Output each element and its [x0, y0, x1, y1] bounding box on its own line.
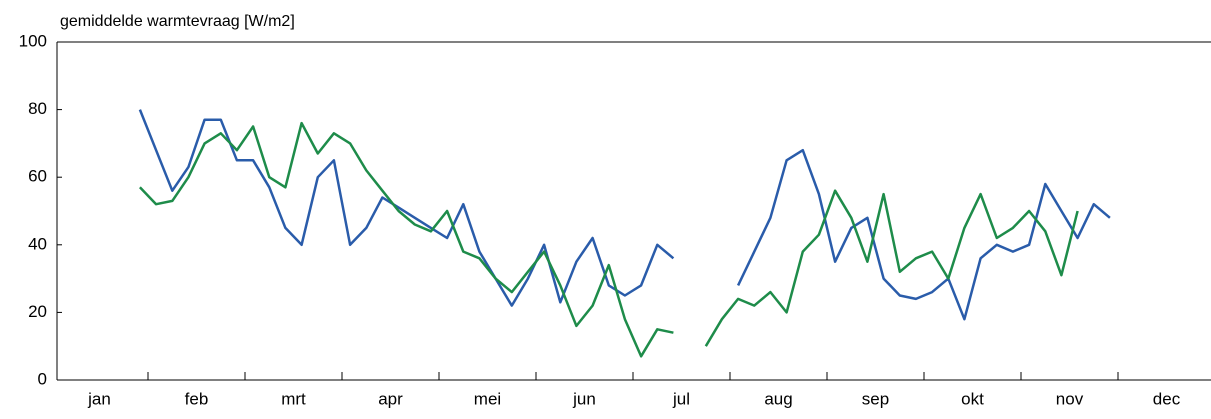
chart-title: gemiddelde warmtevraag [W/m2]: [60, 13, 295, 30]
series-line: [138, 121, 1079, 358]
x-tick-label: dec: [1153, 389, 1181, 408]
y-tick-label: 40: [28, 234, 47, 253]
y-tick-label: 0: [38, 369, 47, 388]
x-tick-label: mrt: [281, 389, 306, 408]
x-tick-label: apr: [378, 389, 403, 408]
y-tick-label: 100: [19, 31, 47, 50]
x-tick-label: feb: [185, 389, 209, 408]
x-tick-label: jan: [87, 389, 111, 408]
y-tick-label: 20: [28, 302, 47, 321]
x-tick-label: aug: [764, 389, 792, 408]
x-tick-label: nov: [1056, 389, 1084, 408]
x-tick-label: mei: [474, 389, 501, 408]
x-tick-label: jul: [672, 389, 690, 408]
x-tick-label: sep: [862, 389, 889, 408]
x-tick-label: jun: [572, 389, 596, 408]
y-tick-label: 60: [28, 167, 47, 186]
x-tick-label: okt: [961, 389, 984, 408]
series-line: [138, 109, 1111, 321]
y-tick-label: 80: [28, 99, 47, 118]
